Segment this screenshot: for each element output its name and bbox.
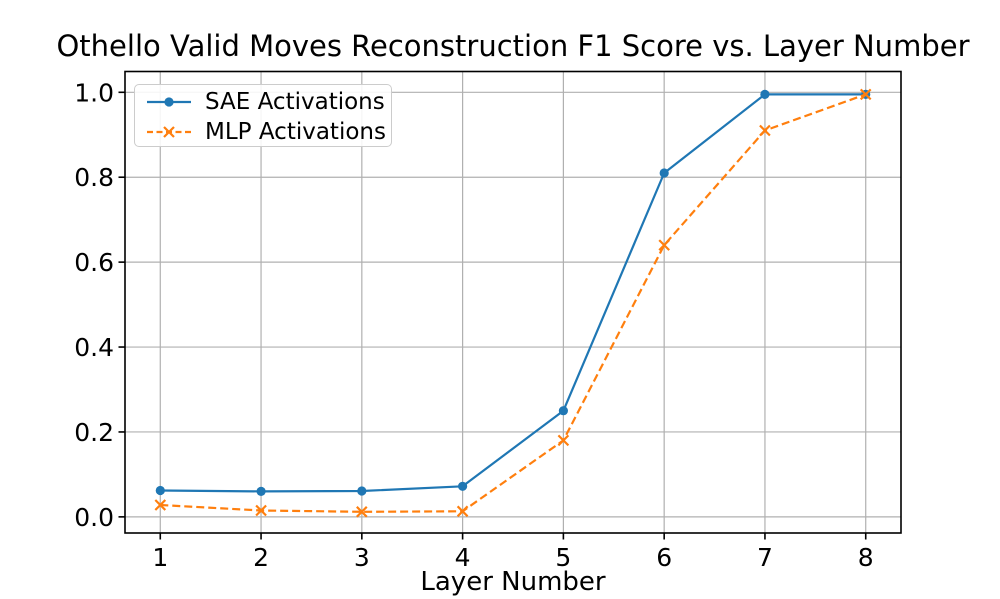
series-line-0 — [160, 93, 866, 493]
y-tick-label: 0.6 — [74, 248, 114, 277]
x-tick-label: 1 — [152, 543, 168, 572]
y-tick-label: 0.0 — [74, 503, 114, 532]
x-tick-label: 8 — [858, 543, 874, 572]
legend-label-mlp: MLP Activations — [205, 119, 386, 145]
legend-entry-mlp: MLP Activations — [146, 117, 391, 147]
data-point-x — [456, 505, 469, 518]
data-point-circle — [558, 406, 569, 416]
legend: SAE Activations MLP Activations — [134, 84, 392, 147]
y-tick-label: 1.0 — [74, 78, 114, 107]
x-tick-label: 7 — [757, 543, 773, 572]
data-point-circle — [659, 168, 669, 178]
data-point-circle — [256, 486, 266, 496]
x-tick-label: 2 — [253, 543, 269, 572]
legend-sample-sae-line-icon — [147, 97, 191, 107]
y-tick-label: 0.2 — [74, 418, 114, 447]
y-tick-label: 0.4 — [74, 333, 114, 362]
x-axis-label: Layer Number — [420, 567, 606, 597]
x-tick-label: 4 — [455, 543, 471, 572]
chart-title: Othello Valid Moves Reconstruction F1 Sc… — [56, 29, 970, 63]
legend-sample-mlp-line-icon — [147, 126, 191, 138]
plot-frame — [124, 70, 902, 534]
data-point-circle — [357, 486, 367, 496]
data-point-x — [759, 124, 771, 137]
data-point-circle — [760, 89, 770, 99]
data-point-x — [658, 239, 670, 251]
series-line-1 — [160, 93, 867, 513]
legend-entry-sae: SAE Activations — [146, 87, 391, 117]
data-point-x — [557, 434, 570, 447]
x-tick-label: 5 — [555, 543, 571, 572]
data-point-x — [859, 88, 872, 101]
legend-label-sae: SAE Activations — [205, 89, 385, 115]
data-point-circle — [458, 481, 468, 491]
data-point-x — [356, 506, 368, 518]
data-point-circle — [155, 485, 165, 496]
y-tick-label: 0.8 — [74, 163, 114, 192]
x-tick-label: 3 — [354, 543, 370, 572]
x-tick-label: 6 — [656, 543, 672, 572]
data-point-x — [255, 504, 267, 517]
data-point-x — [154, 499, 167, 511]
